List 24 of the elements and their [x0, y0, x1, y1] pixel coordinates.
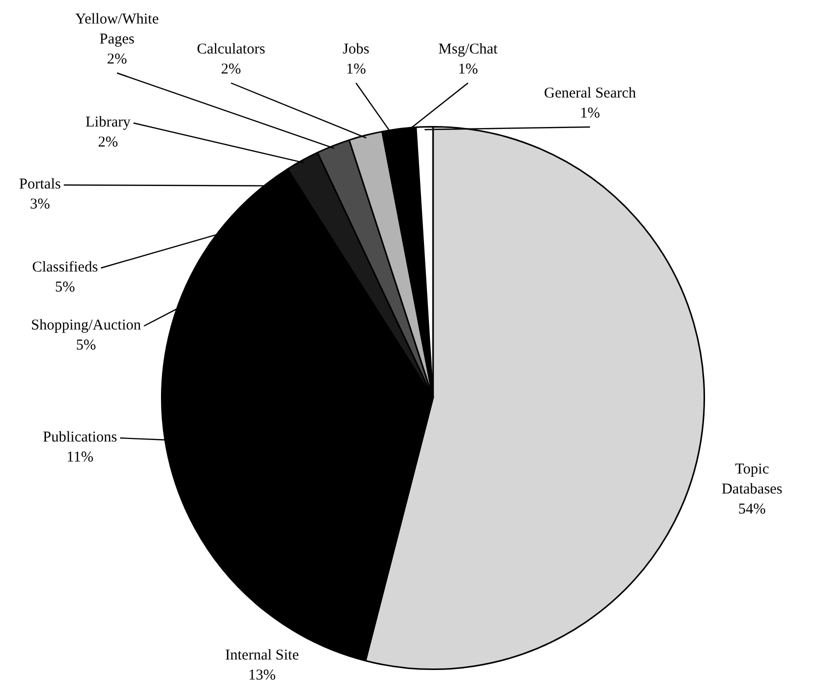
slice-label: Internal Site	[225, 647, 300, 664]
slice-label: Topic Databases	[722, 461, 783, 498]
data-label: 1%	[346, 61, 366, 78]
data-label: 1%	[458, 61, 478, 78]
data-label: 13%	[248, 667, 276, 684]
slice-label: Classifieds	[32, 259, 98, 276]
data-label: 1%	[580, 105, 600, 122]
slice-label: General Search	[544, 85, 637, 102]
slice-label: Library	[86, 114, 131, 130]
data-label: 2%	[98, 134, 118, 150]
data-label: 11%	[66, 449, 94, 466]
slice-label: Calculators	[196, 41, 266, 58]
slice-label: Shopping/Auction	[30, 317, 142, 334]
slice-label: Portals	[19, 176, 61, 192]
slice-label: Yellow/White Pages	[75, 11, 160, 48]
data-label: 54%	[738, 501, 766, 518]
data-label: 5%	[55, 279, 75, 296]
data-label: 5%	[76, 337, 96, 354]
slice-label: Jobs	[342, 41, 370, 58]
data-label: 2%	[107, 51, 127, 68]
slice-label: Publications	[42, 429, 118, 446]
data-label: 2%	[221, 61, 241, 78]
slice-label: Msg/Chat	[438, 41, 498, 58]
data-label: 3%	[30, 196, 50, 212]
